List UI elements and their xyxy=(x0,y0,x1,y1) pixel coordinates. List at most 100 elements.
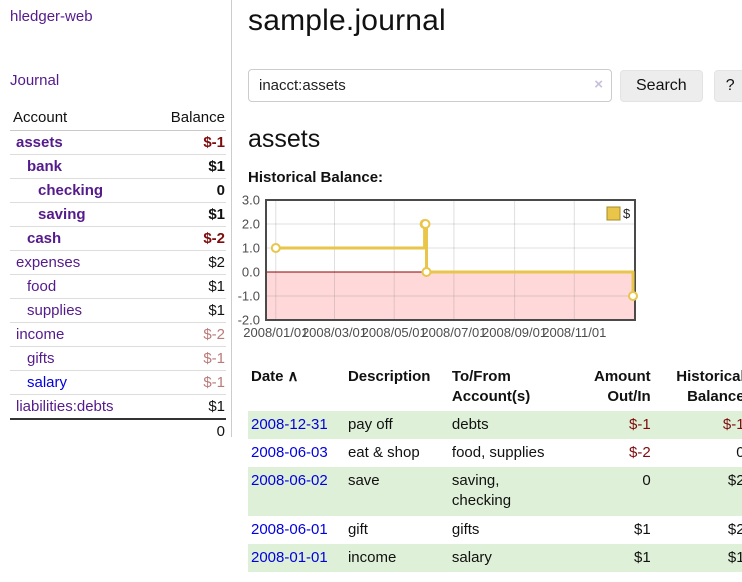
accounts-table: Account Balance assets $-1 bank $1 checking 0… xyxy=(10,106,226,443)
transaction-accounts: gifts xyxy=(451,520,480,538)
chart-title: Historical Balance: xyxy=(248,169,384,186)
account-balance: $1 xyxy=(148,154,226,179)
transaction-amount: $1 xyxy=(633,520,651,538)
clear-search-icon[interactable]: × xyxy=(594,76,603,93)
account-balance: $1 xyxy=(148,298,226,323)
svg-text:1.0: 1.0 xyxy=(242,241,260,256)
register-body: 2008-12-31 pay off debts $-1 $-1 2008-06-03 ea… xyxy=(248,410,742,573)
svg-text:2008/05/01: 2008/05/01 xyxy=(362,325,427,340)
sidebar-account-income[interactable]: income xyxy=(16,326,65,343)
account-balance: $-2 xyxy=(148,322,226,347)
transaction-date-link[interactable]: 2008-12-31 xyxy=(251,415,328,433)
account-row: checking 0 xyxy=(10,178,226,203)
svg-text:2008/01/01: 2008/01/01 xyxy=(243,325,308,340)
account-balance: $-1 xyxy=(148,346,226,371)
account-row: liabilities:debts $1 xyxy=(10,394,226,420)
accounts-total-balance: 0 xyxy=(148,418,226,443)
search-input[interactable] xyxy=(248,69,612,102)
register-table: Date ∧ Description To/From Account(s) Amount… xyxy=(248,364,742,573)
account-row: salary $-1 xyxy=(10,370,226,395)
sidebar-account-gifts[interactable]: gifts xyxy=(27,350,55,367)
account-row: gifts $-1 xyxy=(10,346,226,371)
register-column-header-description: Description xyxy=(347,368,431,385)
account-row: food $1 xyxy=(10,274,226,299)
accounts-header-row: Account Balance xyxy=(10,106,226,131)
page-title: sample.journal xyxy=(248,4,446,37)
transaction-amount: $-1 xyxy=(570,410,653,439)
historical-balance-chart: 3.0 2.0 1.0 0.0 -1.0 -2.0 2008/01/01 2008/03/01… xyxy=(234,193,742,347)
svg-text:2008/03/01: 2008/03/01 xyxy=(302,325,367,340)
transaction-balance: $2 xyxy=(652,467,742,516)
account-row: supplies $1 xyxy=(10,298,226,323)
transaction-balance: $2 xyxy=(727,520,742,538)
account-row: income $-2 xyxy=(10,322,226,347)
account-row: assets $-1 xyxy=(10,130,226,155)
sidebar-account-saving[interactable]: saving xyxy=(38,206,86,223)
register-row: 2008-01-01 income salary $1 $1 xyxy=(248,543,742,573)
sidebar-account-cash[interactable]: cash xyxy=(27,230,62,247)
transaction-date-link[interactable]: 2008-06-01 xyxy=(251,520,328,538)
transaction-description: income xyxy=(344,543,449,573)
transaction-accounts: debts xyxy=(448,410,571,439)
transaction-date-link[interactable]: 2008-06-03 xyxy=(251,443,328,461)
transaction-description: eat & shop xyxy=(347,443,420,461)
transaction-date-link[interactable]: 2008-01-01 xyxy=(251,548,328,566)
transaction-accounts: food, supplies xyxy=(451,443,545,461)
svg-text:2008/09/01: 2008/09/01 xyxy=(482,325,547,340)
sidebar-account-expenses[interactable]: expenses xyxy=(16,254,81,271)
main-content: sample.journal × Search ? assets Histori… xyxy=(232,0,742,573)
account-balance: $2 xyxy=(148,250,226,275)
sidebar-account-salary[interactable]: salary xyxy=(27,374,68,391)
svg-text:2008/11/01: 2008/11/01 xyxy=(542,325,606,340)
help-button[interactable]: ? xyxy=(713,69,742,102)
sidebar-account-food[interactable]: food xyxy=(27,278,57,295)
sidebar-account-supplies[interactable]: supplies xyxy=(27,302,83,319)
transaction-date-link[interactable]: 2008-06-02 xyxy=(251,472,328,490)
balance-column-header: Balance xyxy=(148,106,226,131)
search-form: × Search ? xyxy=(248,69,742,102)
transaction-amount: $1 xyxy=(570,543,653,573)
sidebar-account-assets[interactable]: assets xyxy=(16,134,63,151)
sidebar-account-liabilities-debts[interactable]: liabilities:debts xyxy=(16,398,114,415)
register-column-header-historical-balance: Historical Balance xyxy=(676,368,742,405)
legend-swatch xyxy=(606,206,621,221)
search-input-wrap: × xyxy=(248,69,612,102)
sort-ascending-icon: ∧ xyxy=(287,368,299,385)
legend-label: $ xyxy=(623,206,631,221)
register-row: 2008-06-02 save saving, checking 0 $2 xyxy=(248,467,742,516)
sidebar-account-checking[interactable]: checking xyxy=(38,182,104,199)
svg-text:-1.0: -1.0 xyxy=(238,289,260,304)
account-row: cash $-2 xyxy=(10,226,226,251)
transaction-amount: 0 xyxy=(570,467,653,516)
transaction-description: gift xyxy=(347,520,368,538)
account-balance: 0 xyxy=(148,178,226,203)
svg-text:2.0: 2.0 xyxy=(242,217,260,232)
sidebar-account-bank[interactable]: bank xyxy=(27,158,63,175)
sidebar-item-journal[interactable]: Journal xyxy=(10,72,60,89)
account-balance: $1 xyxy=(148,202,226,227)
app-title-link[interactable]: hledger-web xyxy=(10,8,93,25)
register-row: 2008-12-31 pay off debts $-1 $-1 xyxy=(248,410,742,439)
search-button[interactable]: Search xyxy=(620,69,703,102)
register-row: 2008-06-01 gift gifts $1 $2 xyxy=(248,516,742,544)
chart-svg: 3.0 2.0 1.0 0.0 -1.0 -2.02008/01/012008/03/01… xyxy=(238,193,638,340)
register-column-header-to-from-account-s-: To/From Account(s) xyxy=(451,368,531,405)
account-balance: $1 xyxy=(148,274,226,299)
account-row: bank $1 xyxy=(10,154,226,179)
accounts-body: assets $-1 bank $1 checking 0 saving $1 cash $-2 e… xyxy=(10,130,226,420)
account-balance: $-1 xyxy=(148,370,226,395)
account-row: saving $1 xyxy=(10,202,226,227)
svg-text:0.0: 0.0 xyxy=(242,265,260,280)
transaction-description: save xyxy=(344,467,449,516)
register-column-header-date[interactable]: Date ∧ xyxy=(251,368,299,385)
account-column-header: Account xyxy=(10,106,149,131)
transaction-balance: 0 xyxy=(736,443,742,461)
sidebar: hledger-web Journal Account Balance asse… xyxy=(0,0,232,443)
account-row: expenses $2 xyxy=(10,250,226,275)
register-row: 2008-06-03 eat & shop food, supplies $-2 0 xyxy=(248,439,742,467)
svg-text:2008/07/01: 2008/07/01 xyxy=(421,325,486,340)
transaction-accounts: salary xyxy=(448,543,571,573)
account-balance: $1 xyxy=(148,394,226,420)
transaction-accounts: saving, checking xyxy=(448,467,571,516)
account-balance: $-2 xyxy=(148,226,226,251)
